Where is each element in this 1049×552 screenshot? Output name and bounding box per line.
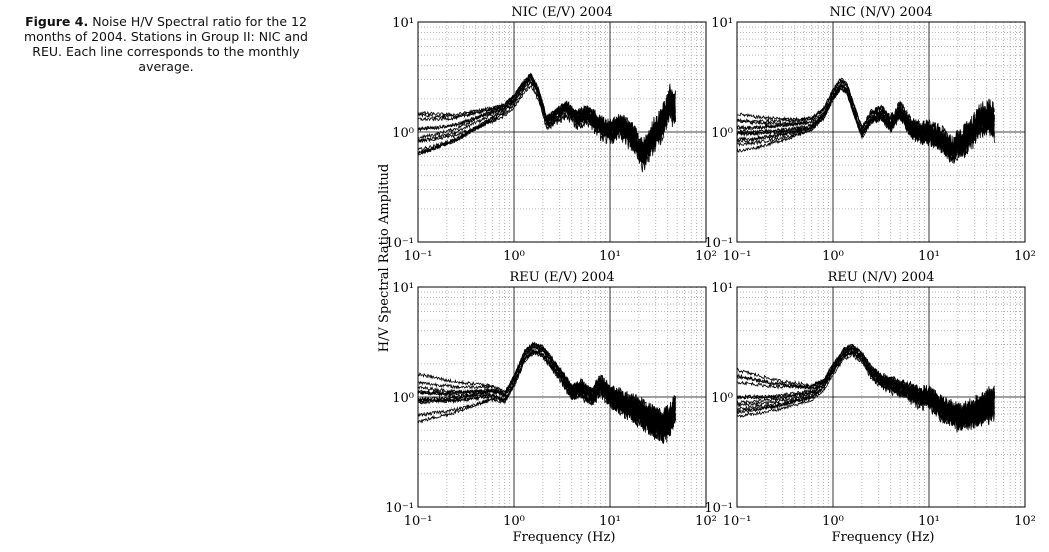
x-tick-label: 10⁰	[503, 514, 525, 529]
plot-frame	[417, 21, 707, 243]
chart-title: REU (N/V) 2004	[828, 270, 935, 285]
y-tick-label: 10¹	[392, 16, 414, 31]
y-tick-label: 10¹	[711, 281, 733, 296]
y-tick-label: 10⁰	[711, 391, 733, 406]
y-tick-label: 10⁻¹	[385, 501, 414, 516]
chart-title: NIC (N/V) 2004	[829, 5, 932, 20]
y-tick-label: 10⁻¹	[704, 501, 733, 516]
x-tick-label: 10⁰	[822, 514, 844, 529]
y-tick-label: 10¹	[711, 16, 733, 31]
plot-frame	[736, 21, 1026, 243]
x-tick-label: 10¹	[918, 249, 940, 264]
chart-title: REU (E/V) 2004	[510, 270, 615, 285]
chart-panel-2: NIC (N/V) 2004 10⁻¹ 10⁰ 10¹ 10² 10⁻¹ 10⁰ 10¹	[704, 5, 1036, 264]
chart-panel-4: REU (N/V) 2004 10⁻¹ 10⁰ 10¹ 10² 10⁻¹ 10⁰ 10¹	[704, 270, 1036, 529]
series-line-month-12	[417, 83, 676, 173]
series-line-month-12	[736, 79, 995, 155]
figure-label: Figure 4.	[25, 14, 89, 29]
chart-title: NIC (E/V) 2004	[511, 5, 612, 20]
series-line-month-10	[736, 349, 995, 430]
series-line-month-12	[417, 345, 676, 434]
plot-frame	[417, 286, 707, 508]
plot-frame	[736, 286, 1026, 508]
series-line-month-6	[417, 343, 676, 433]
x-tick-label: 10¹	[599, 249, 621, 264]
series-line-month-10	[417, 350, 676, 445]
x-tick-label: 10⁰	[822, 249, 844, 264]
x-tick-label: 10²	[695, 249, 717, 264]
x-tick-label: 10⁰	[503, 249, 525, 264]
y-axis-label: H/V Spectral Ratio Amplitud	[377, 164, 392, 352]
x-tick-label: 10⁻¹	[723, 249, 752, 264]
y-tick-label: 10¹	[392, 281, 414, 296]
x-tick-label: 10²	[1014, 514, 1036, 529]
x-tick-label: 10²	[695, 514, 717, 529]
series-line-month-11	[417, 75, 676, 162]
x-tick-label: 10¹	[918, 514, 940, 529]
y-tick-label: 10⁰	[711, 126, 733, 141]
x-axis-label-right: Frequency (Hz)	[832, 530, 935, 545]
series-line-month-11	[417, 349, 676, 438]
chart-panel-1: NIC (E/V) 2004 10⁻¹ 10⁰ 10¹ 10² 10⁻¹ 10⁰ 10¹	[385, 5, 717, 264]
x-axis-label-left: Frequency (Hz)	[513, 530, 616, 545]
chart-panel-3: REU (E/V) 2004 10⁻¹ 10⁰ 10¹ 10² 10⁻¹ 10⁰ 10¹	[385, 270, 717, 529]
x-tick-label: 10⁻¹	[404, 249, 433, 264]
x-tick-label: 10²	[1014, 249, 1036, 264]
y-tick-label: 10⁰	[392, 126, 414, 141]
y-tick-label: 10⁻¹	[385, 236, 414, 251]
figure-caption: Figure 4. Noise H/V Spectral ratio for t…	[8, 14, 324, 74]
figure-caption-text: Noise H/V Spectral ratio for the 12 mont…	[24, 14, 308, 74]
series-line-month-11	[736, 346, 995, 425]
y-tick-label: 10⁻¹	[704, 236, 733, 251]
x-tick-label: 10⁻¹	[404, 514, 433, 529]
x-tick-label: 10⁻¹	[723, 514, 752, 529]
x-tick-label: 10¹	[599, 514, 621, 529]
series-line-month-12	[736, 344, 995, 426]
y-tick-label: 10⁰	[392, 391, 414, 406]
